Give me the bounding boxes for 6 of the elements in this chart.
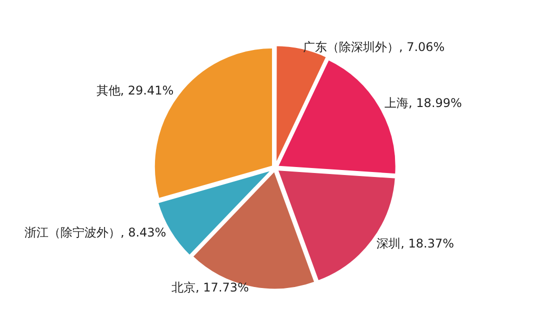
slice-label: 其他, 29.41%	[96, 84, 174, 98]
slice-label: 上海, 18.99%	[384, 96, 462, 110]
slice-label: 深圳, 18.37%	[376, 236, 454, 250]
slice-label: 北京, 17.73%	[172, 280, 249, 294]
slice-label: 广东（除深圳外）, 7.06%	[302, 40, 445, 54]
slice-label: 浙江（除宁波外）, 8.43%	[24, 226, 166, 240]
